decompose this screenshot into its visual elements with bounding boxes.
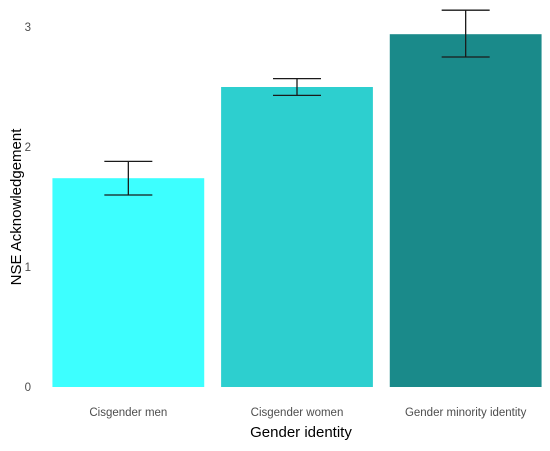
y-axis-title: NSE Acknowledgement [8, 128, 25, 286]
x-tick-label: Gender minority identity [405, 407, 527, 419]
y-tick-label: 3 [25, 22, 31, 34]
error-bar [104, 160, 153, 196]
error-bar [441, 9, 490, 58]
x-tick-labels: Cisgender men Cisgender women Gender minor… [89, 407, 526, 419]
x-tick-label: Cisgender men [89, 407, 167, 419]
error-bar [273, 77, 321, 97]
y-tick-label: 2 [25, 142, 31, 154]
bar [52, 178, 205, 387]
bars-layer [52, 34, 542, 387]
y-tick-labels: 0 1 2 3 [25, 22, 31, 394]
y-tick-label: 0 [25, 382, 31, 394]
x-tick-label: Cisgender women [251, 407, 344, 419]
x-axis-title: Gender identity [250, 424, 352, 441]
bar [389, 34, 542, 387]
y-tick-label: 1 [25, 262, 31, 274]
bar [221, 87, 373, 387]
error-bars-layer [104, 9, 490, 196]
